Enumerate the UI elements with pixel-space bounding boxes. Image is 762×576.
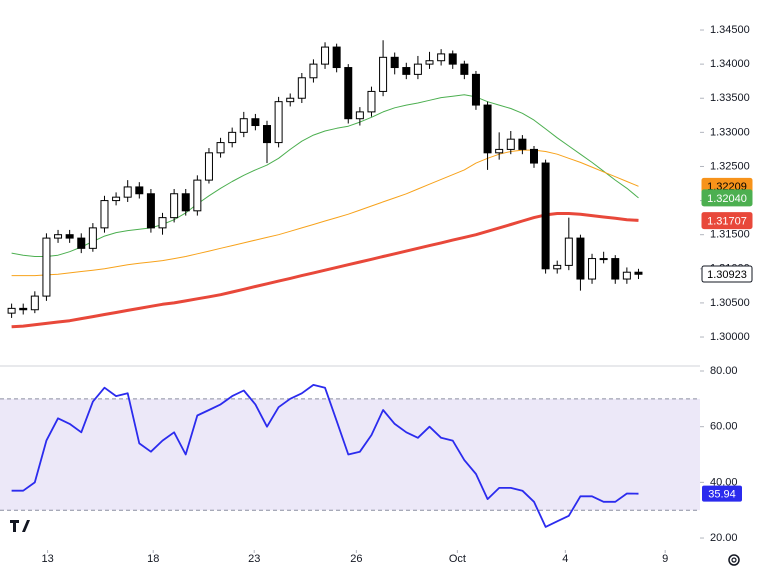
rsi-tag <box>702 485 742 502</box>
candle-body <box>54 234 63 239</box>
candle-body <box>611 258 620 280</box>
candle-body <box>309 63 318 79</box>
candle-body <box>402 67 411 75</box>
price-tag-label: 1.31707 <box>707 215 747 227</box>
x-tick-label: 26 <box>350 553 362 565</box>
candle-body <box>541 162 550 270</box>
y-tick-label: 1.32500 <box>710 160 750 172</box>
y-tick-label: 80.00 <box>710 365 738 377</box>
candle-body <box>100 200 109 229</box>
price-tag-label: 1.32040 <box>707 193 747 205</box>
moving-average <box>11 212 639 329</box>
y-tick-label: 1.30500 <box>710 297 750 309</box>
candle-body <box>518 138 527 150</box>
x-tick-label: 9 <box>662 553 668 565</box>
moving-average <box>11 94 639 257</box>
price-tag <box>701 265 753 283</box>
candle-body <box>437 53 446 62</box>
candle-body <box>88 227 97 249</box>
candle-body <box>321 46 330 65</box>
candle-body <box>588 258 597 280</box>
candle-body <box>599 258 608 261</box>
y-tick-label: 60.00 <box>710 421 738 433</box>
x-tick-label: 23 <box>248 553 260 565</box>
price-tag-label: 1.30923 <box>707 269 747 281</box>
x-tick-label: 4 <box>562 553 568 565</box>
x-tick-label: 18 <box>147 553 159 565</box>
candle-body <box>576 237 585 280</box>
rsi-line <box>11 384 639 528</box>
rsi-tag-label: 35.94 <box>708 489 736 501</box>
candle-body <box>355 111 364 120</box>
candle-body <box>332 46 341 69</box>
candle-body <box>425 60 434 65</box>
candle-body <box>495 148 504 154</box>
candle-body <box>634 271 643 275</box>
x-tick-label: Oct <box>449 553 466 565</box>
settings-icon[interactable] <box>728 554 740 566</box>
logo-mark <box>10 520 30 532</box>
y-tick-label: 1.33500 <box>710 92 750 104</box>
candle-body <box>471 73 480 106</box>
candle-body <box>30 295 39 311</box>
y-tick-label: 1.30000 <box>710 331 750 343</box>
gear[interactable] <box>728 554 740 566</box>
candle-body <box>146 193 155 229</box>
candle-body <box>390 56 399 69</box>
candle-body <box>204 152 213 181</box>
candle-body <box>181 193 190 212</box>
y-tick-label: 1.34000 <box>710 58 750 70</box>
candle-body <box>123 186 132 198</box>
logo-badge <box>6 516 36 536</box>
candle-body <box>286 97 295 103</box>
candle-body <box>228 131 237 144</box>
candle-body <box>379 56 388 92</box>
candle-body <box>564 237 573 266</box>
candle-body <box>216 142 225 154</box>
y-tick-label: 1.33000 <box>710 126 750 138</box>
candle-body <box>7 307 16 314</box>
candle-body <box>413 63 422 75</box>
gear-hub[interactable] <box>731 557 737 563</box>
candle-body <box>193 179 202 212</box>
x-tick-label: 13 <box>41 553 53 565</box>
candle-body <box>553 264 562 270</box>
candle-body <box>297 77 306 99</box>
candle-body <box>622 271 631 280</box>
candle-body <box>529 148 538 164</box>
candle-body <box>506 138 515 150</box>
candle-body <box>170 193 179 219</box>
candle-body <box>239 118 248 133</box>
candle-body <box>262 125 271 144</box>
price-tag <box>701 189 753 207</box>
candle-body <box>483 104 492 154</box>
candle-body <box>158 217 167 229</box>
candle-body <box>274 101 283 144</box>
candle-body <box>448 53 457 65</box>
candle-body <box>77 237 86 249</box>
candle-body <box>460 63 469 75</box>
price-tag <box>701 212 753 230</box>
y-tick-label: 40.00 <box>710 476 738 488</box>
y-tick-label: 20.00 <box>710 532 738 544</box>
y-tick-label: 1.31500 <box>710 229 750 241</box>
candle-body <box>251 118 260 127</box>
y-tick-label: 1.34500 <box>710 24 750 36</box>
logo <box>6 516 36 536</box>
candle-body <box>344 67 353 120</box>
candle-body <box>42 237 51 297</box>
candle-body <box>65 234 74 239</box>
candle-body <box>112 196 121 202</box>
candle-body <box>367 90 376 113</box>
candle-body <box>135 186 144 195</box>
candle-body <box>19 307 28 311</box>
